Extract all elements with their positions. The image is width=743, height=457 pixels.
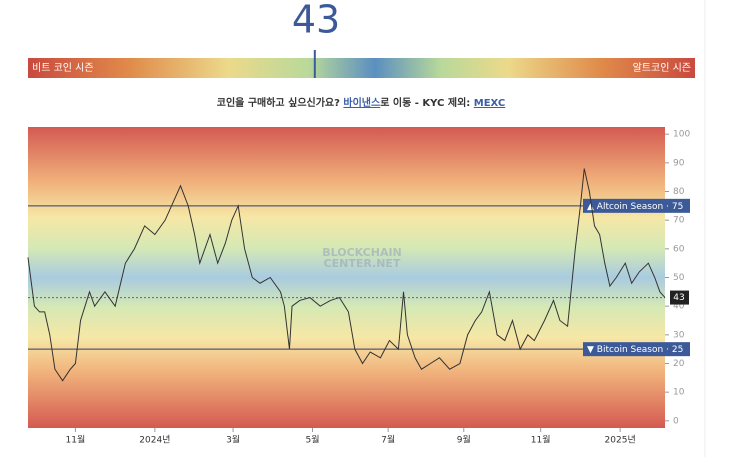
gauge-bar <box>28 58 695 78</box>
series-line <box>27 168 666 382</box>
binance-link[interactable]: 바이낸스 <box>343 96 380 109</box>
watermark: BLOCKCHAIN <box>322 246 402 259</box>
reference-tag <box>583 342 690 357</box>
x-tick-label: 7월 <box>381 434 395 446</box>
x-tick-label: 11월 <box>66 434 86 446</box>
reference-label: ▼ Bitcoin Season · 25 <box>587 345 683 355</box>
reference-name: ▼ Bitcoin Season · <box>587 345 669 355</box>
x-tick-label: 9월 <box>457 434 471 446</box>
current-tag-label: 43 <box>673 293 684 303</box>
prompt: 코인을 구매하고 싶으신가요? <box>217 96 340 109</box>
plot-background <box>28 127 665 428</box>
reference-value: 25 <box>672 345 683 355</box>
y-tick-label: 100 <box>673 130 690 140</box>
watermark: CENTER.NET <box>324 257 401 270</box>
reference-label: ▲ Altcoin Season · 75 <box>587 201 683 211</box>
x-tick-label: 11월 <box>531 434 551 446</box>
y-tick-label: 60 <box>673 244 685 254</box>
current-tag <box>670 290 689 305</box>
y-tick-label: 10 <box>673 388 685 398</box>
x-tick-label: 2025년 <box>605 435 636 446</box>
y-tick-label: 40 <box>673 302 685 312</box>
x-tick-label: 3월 <box>226 434 240 446</box>
promo-text: 코인을 구매하고 싶으신가요? 바이낸스로 이동 - KYC 제외: MEXC <box>217 96 506 109</box>
y-tick-label: 0 <box>673 416 679 426</box>
y-tick-label: 30 <box>673 330 685 340</box>
reference-tag <box>583 198 690 213</box>
y-tick-label: 70 <box>673 216 685 226</box>
y-tick-label: 20 <box>673 359 685 369</box>
y-tick-label: 90 <box>673 158 685 168</box>
altcoin-season-label: 알트코인 시즌 <box>633 62 691 74</box>
reference-name: ▲ Altcoin Season · <box>587 201 669 211</box>
x-tick-label: 5월 <box>306 434 320 446</box>
current-value: 43 <box>292 0 340 42</box>
mexc-link[interactable]: MEXC <box>474 98 505 109</box>
reference-value: 75 <box>672 201 683 211</box>
y-tick-label: 50 <box>673 273 685 283</box>
bitcoin-season-label: 비트 코인 시즌 <box>32 62 94 74</box>
promo-middle: 로 이동 - KYC 제외: <box>380 96 470 109</box>
x-tick-label: 2024년 <box>139 435 170 446</box>
y-tick-label: 80 <box>673 187 685 197</box>
